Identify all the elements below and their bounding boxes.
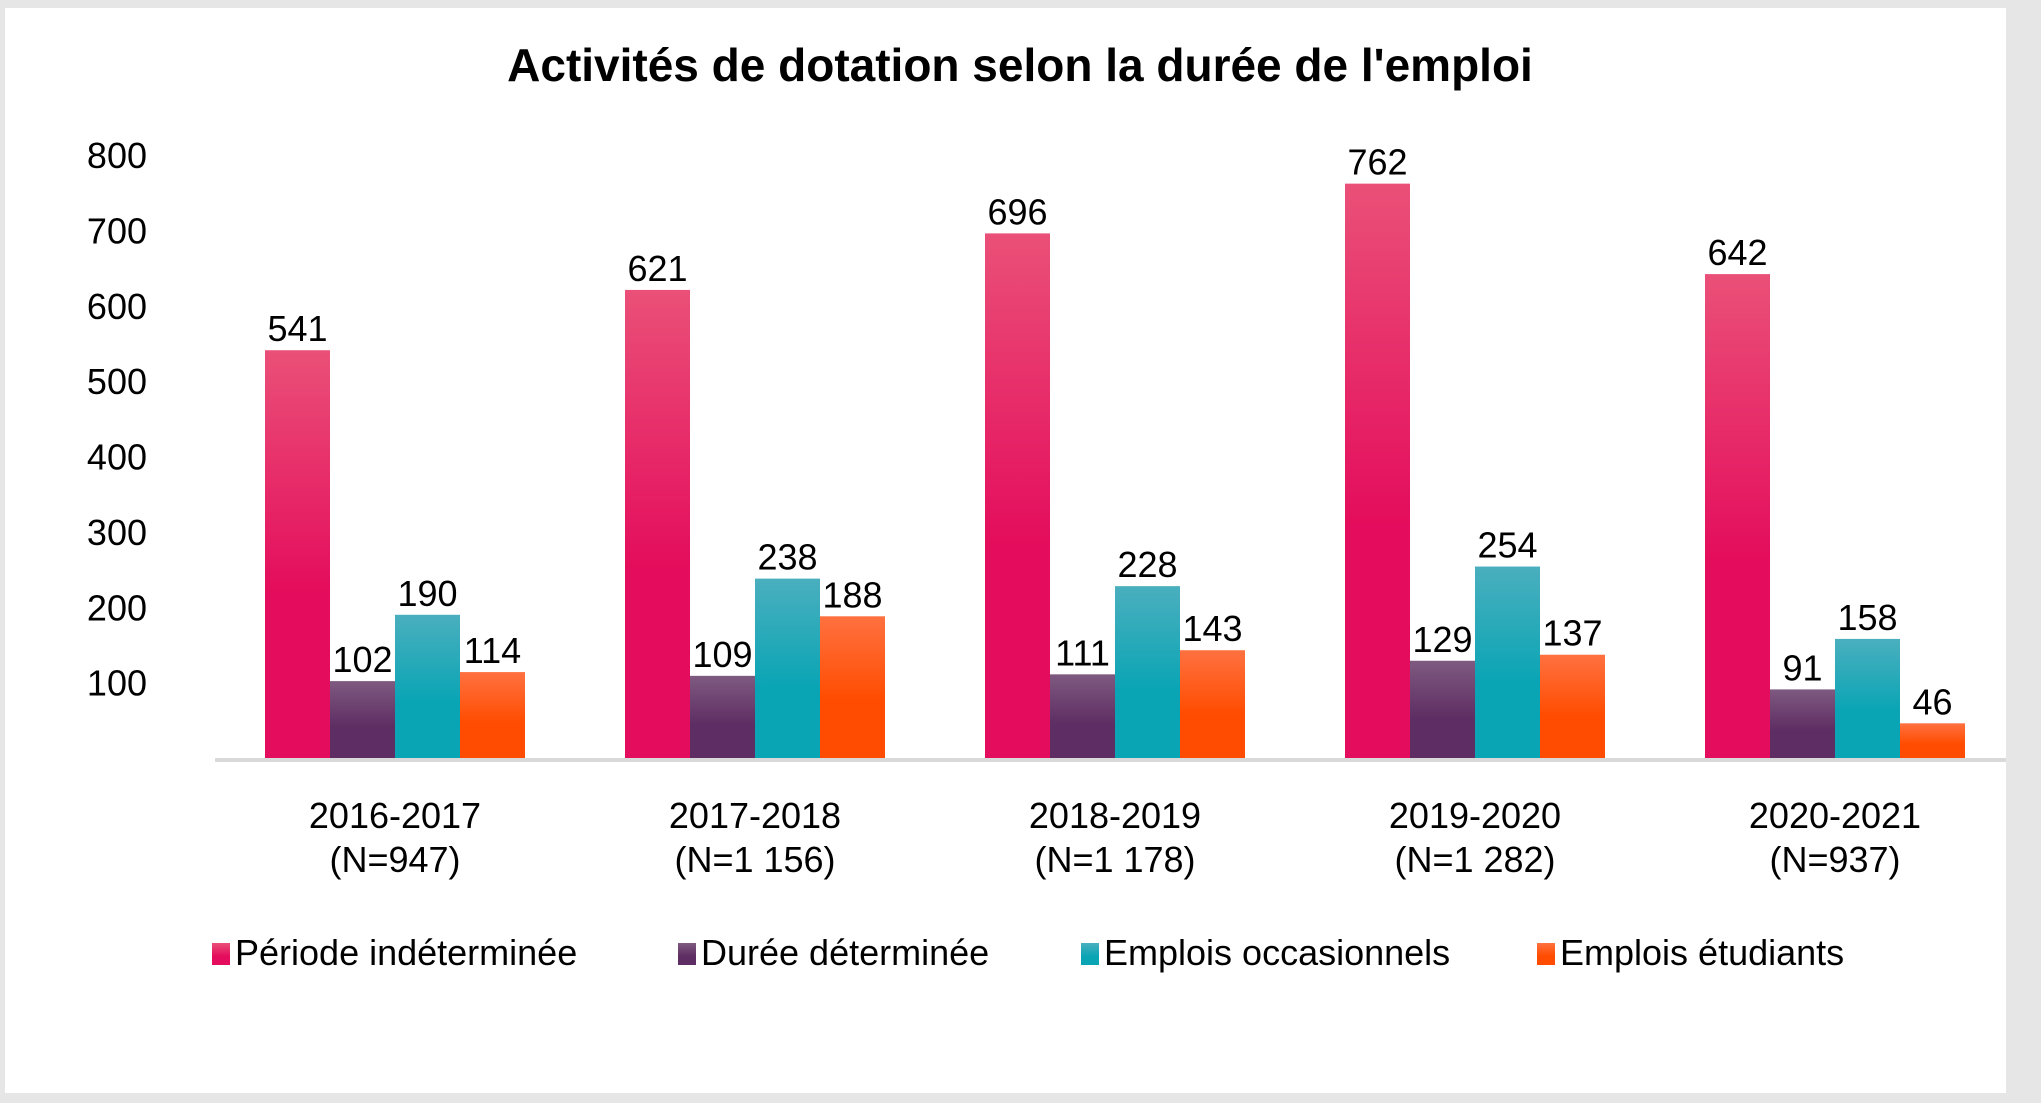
legend-label: Période indéterminée [235, 932, 577, 973]
y-tick-label: 100 [87, 663, 147, 704]
bar-group-2019-2020 [1345, 183, 1605, 758]
x-axis: 2016-2017 (N=947) 2017-2018 (N=1 156) 2018-2… [309, 795, 1921, 880]
legend-label: Emplois occasionnels [1104, 932, 1450, 973]
legend-item: Durée déterminée [678, 932, 989, 973]
bar [985, 233, 1050, 758]
bars-group [265, 183, 1965, 758]
data-label: 621 [627, 248, 687, 289]
x-tick-label: 2016-2017 (N=947) [309, 795, 481, 880]
bar [1180, 650, 1245, 758]
data-label: 188 [822, 574, 882, 615]
data-label: 109 [692, 634, 752, 675]
bar [330, 681, 395, 758]
bar-group-2017-2018 [625, 289, 885, 758]
bar [755, 578, 820, 758]
y-tick-label: 400 [87, 437, 147, 478]
y-axis: 100 200 300 400 500 600 700 800 [87, 135, 147, 704]
bar [690, 675, 755, 758]
chart-panel: Activités de dotation selon la durée de … [5, 8, 2006, 1093]
bar [1705, 274, 1770, 758]
legend-swatch [1081, 943, 1099, 965]
bar-group-2018-2019 [985, 233, 1245, 758]
data-label: 762 [1347, 142, 1407, 183]
bar [265, 350, 330, 758]
x-tick-label: 2020-2021 (N=937) [1749, 795, 1921, 880]
legend-item: Période indéterminée [212, 932, 577, 973]
legend-swatch [678, 943, 696, 965]
legend-label: Emplois étudiants [1560, 932, 1844, 973]
data-label: 158 [1837, 597, 1897, 638]
bar [1345, 183, 1410, 758]
legend-item: Emplois occasionnels [1081, 932, 1450, 973]
y-tick-label: 500 [87, 361, 147, 402]
bar [1475, 566, 1540, 758]
bar [1410, 660, 1475, 758]
legend-label: Durée déterminée [701, 932, 989, 973]
data-label: 254 [1477, 525, 1537, 566]
data-label: 111 [1055, 632, 1110, 673]
bar [1835, 638, 1900, 758]
bar [1050, 674, 1115, 758]
x-tick-label: 2019-2020 (N=1 282) [1389, 795, 1561, 880]
y-tick-label: 800 [87, 135, 147, 176]
bar [460, 672, 525, 758]
data-label: 114 [464, 630, 521, 671]
data-label: 46 [1912, 681, 1952, 722]
data-label: 190 [397, 573, 457, 614]
bar [1540, 654, 1605, 758]
legend-swatch [1537, 943, 1555, 965]
bar-group-2016-2017 [265, 350, 525, 758]
bar [820, 616, 885, 758]
legend: Période indéterminée Durée déterminée Empl… [212, 932, 1844, 973]
bar [395, 614, 460, 758]
bar [1900, 723, 1965, 758]
data-label: 228 [1117, 544, 1177, 585]
y-tick-label: 300 [87, 512, 147, 553]
legend-swatch [212, 943, 230, 965]
bar [1115, 586, 1180, 758]
y-tick-label: 200 [87, 587, 147, 628]
chart-title: Activités de dotation selon la durée de … [507, 39, 1533, 91]
data-label: 642 [1707, 232, 1767, 273]
data-label: 696 [987, 191, 1047, 232]
y-tick-label: 700 [87, 210, 147, 251]
data-label: 102 [332, 639, 392, 680]
data-label: 143 [1182, 608, 1242, 649]
data-label: 91 [1782, 647, 1822, 688]
legend-item: Emplois étudiants [1537, 932, 1844, 973]
data-label: 129 [1412, 619, 1472, 660]
y-tick-label: 600 [87, 286, 147, 327]
x-tick-label: 2017-2018 (N=1 156) [669, 795, 841, 880]
bar-group-2020-2021 [1705, 274, 1965, 758]
data-label: 541 [267, 308, 327, 349]
data-label: 238 [757, 537, 817, 578]
bar-chart: Activités de dotation selon la durée de … [87, 39, 2006, 973]
bar [1770, 689, 1835, 758]
bar [625, 289, 690, 758]
data-label: 137 [1542, 613, 1602, 654]
x-tick-label: 2018-2019 (N=1 178) [1029, 795, 1201, 880]
